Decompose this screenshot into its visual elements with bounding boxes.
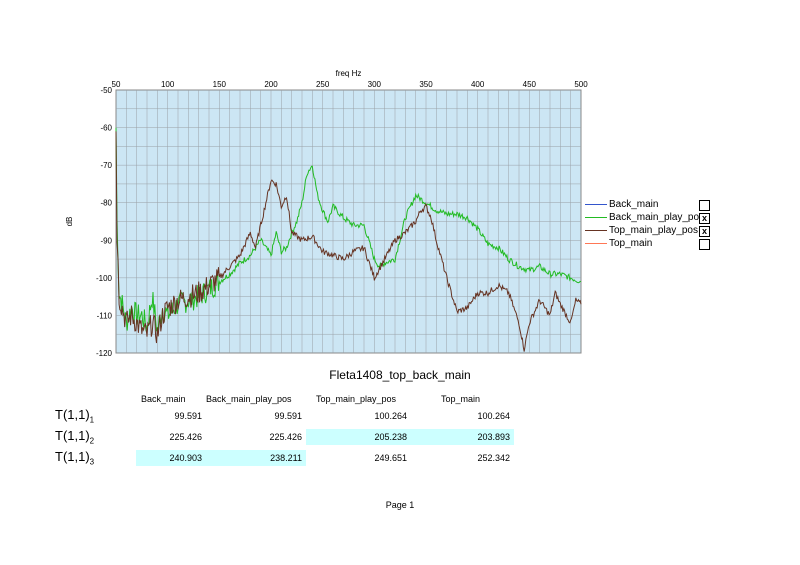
x-tick-label: 450 bbox=[523, 80, 537, 89]
row-label-text: T(1,1) bbox=[55, 428, 90, 443]
y-tick-label: -50 bbox=[100, 86, 112, 95]
table-cell: 203.893 bbox=[411, 429, 514, 445]
table-cell: 99.591 bbox=[274, 411, 302, 421]
legend-swatch bbox=[585, 243, 607, 244]
y-tick-label: -120 bbox=[96, 349, 113, 358]
x-tick-label: 150 bbox=[213, 80, 227, 89]
table-column-header: Back_main bbox=[141, 394, 186, 404]
legend-swatch bbox=[585, 230, 607, 231]
row-label-subscript: 2 bbox=[89, 436, 95, 446]
x-tick-label: 350 bbox=[419, 80, 433, 89]
row-label-text: T(1,1) bbox=[55, 407, 90, 422]
legend-swatch bbox=[585, 204, 607, 205]
table-column-header: Top_main_play_pos bbox=[316, 394, 397, 404]
table-cell: 252.342 bbox=[477, 453, 510, 463]
legend-item: Back_main bbox=[585, 198, 715, 211]
x-tick-label: 250 bbox=[316, 80, 330, 89]
series-line-Top_main_play_pos bbox=[115, 131, 582, 352]
x-tick-labels: 50 100 150 200 250 300 350 400 450 500 bbox=[112, 80, 589, 89]
y-tick-labels: -50 -60 -70 -80 -90 -100 -110 -120 bbox=[96, 86, 113, 358]
y-tick-label: -90 bbox=[100, 236, 112, 245]
page-number: Page 1 bbox=[385, 500, 415, 510]
frequency-response-chart: 50 100 150 200 250 300 350 400 450 500 -50-60-70-… bbox=[65, 69, 589, 358]
table-row-label: T(1,1)1 bbox=[55, 407, 94, 425]
legend-item: Top_main bbox=[585, 237, 715, 250]
series-lines bbox=[115, 127, 582, 352]
x-tick-label: 200 bbox=[264, 80, 278, 89]
y-axis-label: dB bbox=[65, 217, 74, 227]
table-cell: 99.591 bbox=[174, 411, 202, 421]
legend-item: Back_main_play_pos x bbox=[585, 211, 715, 224]
table-cell: 100.264 bbox=[374, 411, 407, 421]
grid bbox=[116, 90, 581, 353]
chart-title: freq Hz bbox=[336, 69, 362, 78]
y-tick-label: -70 bbox=[100, 161, 112, 170]
series-toggle-checkbox[interactable]: x bbox=[699, 226, 710, 237]
legend-label: Back_main bbox=[609, 199, 659, 210]
legend-label: Top_main bbox=[609, 238, 653, 249]
table-cell: 100.264 bbox=[477, 411, 510, 421]
series-toggle-checkbox[interactable] bbox=[699, 239, 710, 250]
table-cell: 238.211 bbox=[206, 450, 306, 466]
legend-item: Top_main_play_pos x bbox=[585, 224, 715, 237]
chart-legend: Back_main Back_main_play_pos x Top_main_pla… bbox=[585, 198, 715, 250]
x-tick-label: 300 bbox=[368, 80, 382, 89]
table-cell: 225.426 bbox=[269, 432, 302, 442]
row-label-subscript: 1 bbox=[89, 415, 95, 425]
table-cell: 249.651 bbox=[374, 453, 407, 463]
legend-swatch bbox=[585, 217, 607, 218]
series-line-Back_main_play_pos bbox=[115, 127, 582, 332]
y-tick-label: -100 bbox=[96, 274, 113, 283]
series-toggle-checkbox[interactable] bbox=[699, 200, 710, 211]
x-tick-label: 50 bbox=[112, 80, 121, 89]
row-label-subscript: 3 bbox=[89, 457, 95, 467]
table-row-label: T(1,1)2 bbox=[55, 428, 94, 446]
row-label-text: T(1,1) bbox=[55, 449, 90, 464]
table-column-header: Back_main_play_pos bbox=[206, 394, 292, 404]
x-tick-label: 400 bbox=[471, 80, 485, 89]
y-tick-label: -60 bbox=[100, 124, 112, 133]
table-cell: 240.903 bbox=[136, 450, 206, 466]
table-cell: 205.238 bbox=[306, 429, 411, 445]
x-tick-label: 500 bbox=[574, 80, 588, 89]
x-tick-label: 100 bbox=[161, 80, 175, 89]
table-cell: 225.426 bbox=[169, 432, 202, 442]
legend-label: Top_main_play_pos bbox=[609, 225, 698, 236]
table-column-header: Top_main bbox=[441, 394, 481, 404]
y-tick-label: -110 bbox=[97, 311, 113, 320]
chart-subtitle: Fleta1408_top_back_main bbox=[329, 368, 471, 382]
y-tick-label: -80 bbox=[100, 199, 112, 208]
legend-label: Back_main_play_pos bbox=[609, 212, 705, 223]
table-row-label: T(1,1)3 bbox=[55, 449, 94, 467]
series-toggle-checkbox[interactable]: x bbox=[699, 213, 710, 224]
